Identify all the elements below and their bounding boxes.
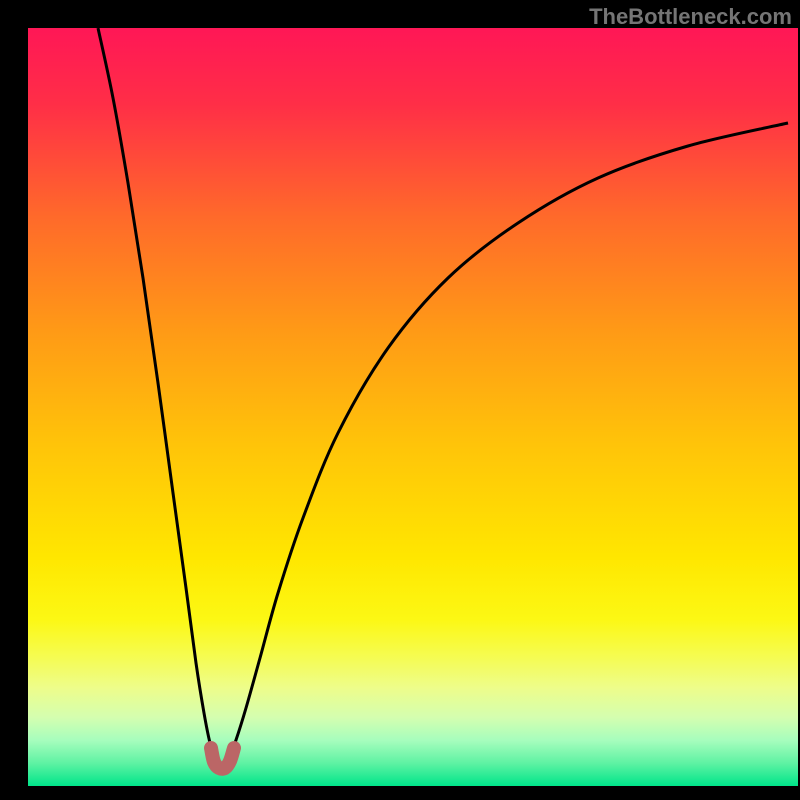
watermark-text: TheBottleneck.com	[589, 4, 792, 30]
chart-svg	[0, 0, 800, 800]
chart-container: TheBottleneck.com	[0, 0, 800, 800]
